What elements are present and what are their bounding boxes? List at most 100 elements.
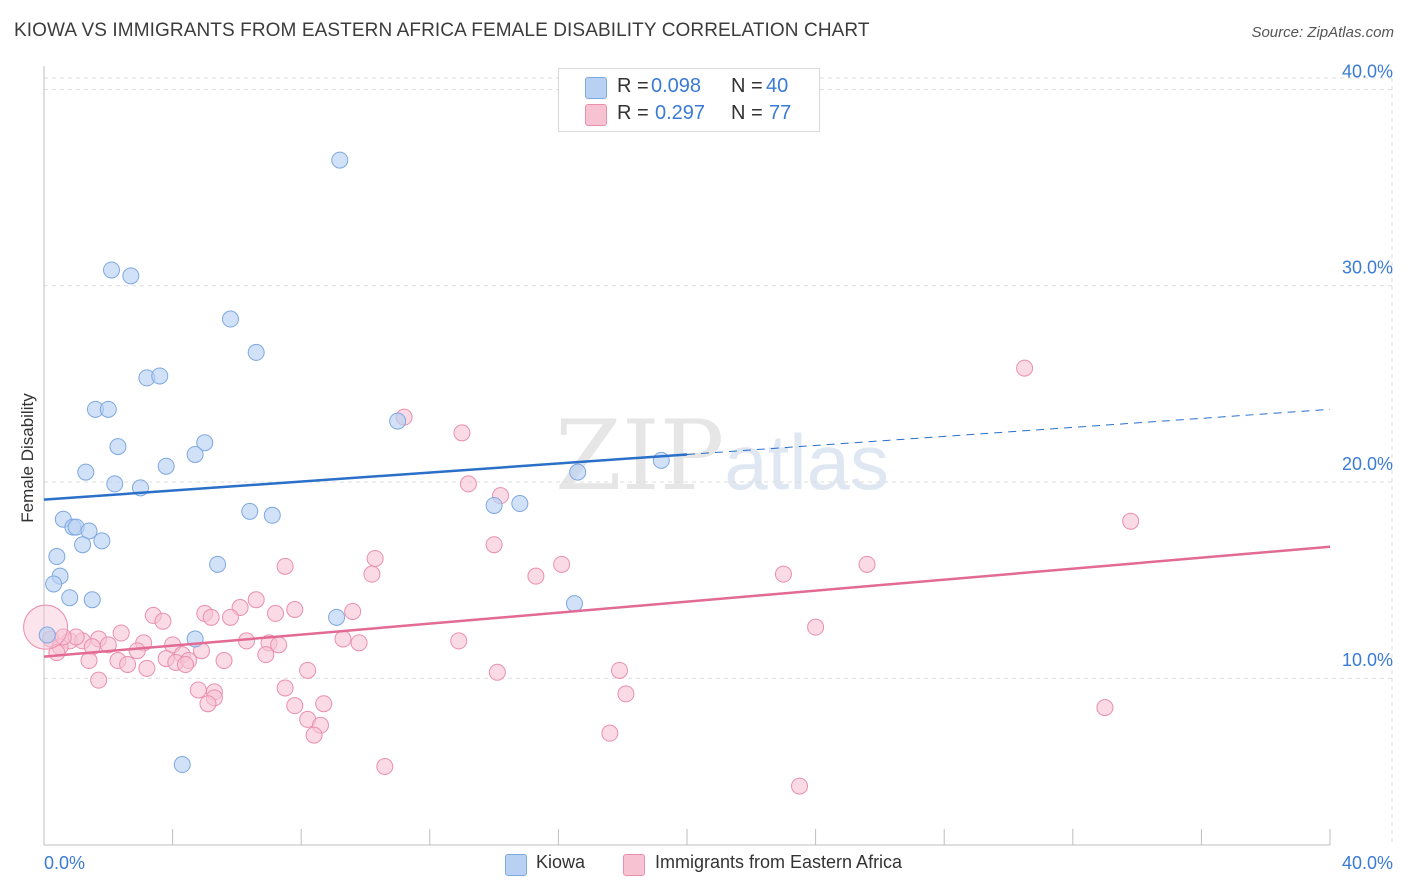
legend-row-kiowa: R = 0.098 N = 40 xyxy=(559,73,819,101)
imm-point xyxy=(344,602,362,620)
imm-point xyxy=(221,608,239,626)
kiowa-point xyxy=(241,502,259,520)
imm-point xyxy=(112,624,130,642)
kiowa-point xyxy=(173,756,191,774)
kiowa-point xyxy=(485,496,503,514)
imm-point xyxy=(119,655,137,673)
legend-n-value: 77 xyxy=(769,102,792,124)
legend-n-value: 40 xyxy=(766,75,789,97)
imm-point xyxy=(553,555,571,573)
kiowa-point xyxy=(328,608,346,626)
kiowa-point xyxy=(48,548,66,566)
y-tick-label: 10.0% xyxy=(1342,650,1393,670)
kiowa-point xyxy=(93,532,111,550)
imm-point xyxy=(1096,699,1114,717)
imm-point xyxy=(189,681,207,699)
imm-point xyxy=(485,536,503,554)
kiowa-point xyxy=(511,495,529,513)
kiowa-point xyxy=(77,463,95,481)
imm-point xyxy=(858,555,876,573)
imm-point xyxy=(376,758,394,775)
imm-point xyxy=(90,671,108,689)
kiowa-point xyxy=(106,475,124,493)
imm-point xyxy=(807,618,825,636)
kiowa-point xyxy=(122,267,140,285)
imm-point xyxy=(138,659,156,677)
watermark-zip: ZIP xyxy=(555,400,725,512)
legend-r-value: 0.098 xyxy=(651,75,702,97)
legend-label-kiowa: Kiowa xyxy=(536,852,586,872)
kiowa-point xyxy=(83,591,101,609)
imm-point xyxy=(276,557,294,575)
imm-trend-line xyxy=(43,545,1331,658)
imm-point xyxy=(350,634,368,652)
imm-point xyxy=(1122,512,1140,530)
imm-point xyxy=(601,724,619,742)
legend-row-immigrants: R = 0.297 N = 77 xyxy=(559,100,819,128)
imm-point xyxy=(199,695,217,713)
imm-point xyxy=(257,646,275,664)
x-tick-label: 40.0% xyxy=(1342,853,1393,873)
imm-point xyxy=(617,685,635,703)
kiowa-point xyxy=(569,463,587,481)
imm-point xyxy=(286,697,304,715)
kiowa-point xyxy=(61,589,79,607)
kiowa-point xyxy=(196,434,214,452)
imm-point xyxy=(527,567,545,585)
watermark-atlas: atlas xyxy=(724,418,889,506)
kiowa-point xyxy=(151,367,169,385)
y-tick-label: 20.0% xyxy=(1342,454,1393,474)
legend-r-value: 0.297 xyxy=(655,102,706,124)
imm-point xyxy=(774,565,792,583)
kiowa-point xyxy=(565,595,583,613)
imm-point xyxy=(202,608,220,626)
legend-swatch-immigrants xyxy=(585,104,607,126)
x-tick-label: 0.0% xyxy=(44,853,85,873)
legend-n-label: N = xyxy=(731,75,763,97)
imm-point xyxy=(128,642,146,660)
imm-point xyxy=(305,726,323,744)
kiowa-point xyxy=(263,506,281,524)
imm-point xyxy=(299,661,317,679)
imm-point xyxy=(176,655,194,673)
imm-point xyxy=(154,612,172,630)
kiowa-point xyxy=(109,438,127,456)
kiowa-point xyxy=(221,310,239,328)
kiowa-trend-extension xyxy=(686,408,1331,455)
legend-swatch-kiowa xyxy=(505,854,527,876)
kiowa-point xyxy=(331,151,349,169)
y-tick-label: 40.0% xyxy=(1342,61,1393,81)
imm-point xyxy=(459,475,477,493)
imm-point xyxy=(80,652,98,670)
imm-point xyxy=(366,549,384,567)
correlation-legend: R = 0.098 N = 40 R = 0.297 N = 77 xyxy=(558,68,820,132)
imm-point xyxy=(276,679,294,697)
kiowa-point xyxy=(186,445,204,463)
imm-point xyxy=(610,661,628,679)
kiowa-point xyxy=(80,522,98,540)
imm-point xyxy=(247,591,265,609)
kiowa-point xyxy=(45,575,63,593)
kiowa-point xyxy=(74,536,92,554)
kiowa-point xyxy=(209,555,227,573)
legend-swatch-immigrants xyxy=(623,854,645,876)
imm-point xyxy=(315,695,333,713)
imm-point xyxy=(791,777,809,795)
imm-point xyxy=(488,663,506,681)
kiowa-point xyxy=(103,261,121,279)
legend-label-immigrants: Immigrants from Eastern Africa xyxy=(655,852,903,872)
kiowa-point xyxy=(389,412,407,430)
imm-point xyxy=(450,632,468,650)
kiowa-point xyxy=(157,457,175,475)
kiowa-point xyxy=(38,626,56,644)
imm-point xyxy=(215,652,233,670)
chart-title: KIOWA VS IMMIGRANTS FROM EASTERN AFRICA … xyxy=(14,20,870,41)
imm-point xyxy=(453,424,471,442)
y-tick-label: 30.0% xyxy=(1342,258,1393,278)
imm-point xyxy=(266,604,284,622)
imm-point xyxy=(363,565,381,583)
legend-n-label: N = xyxy=(731,102,763,124)
legend-r-label: R = xyxy=(617,102,649,124)
imm-point xyxy=(286,601,304,618)
